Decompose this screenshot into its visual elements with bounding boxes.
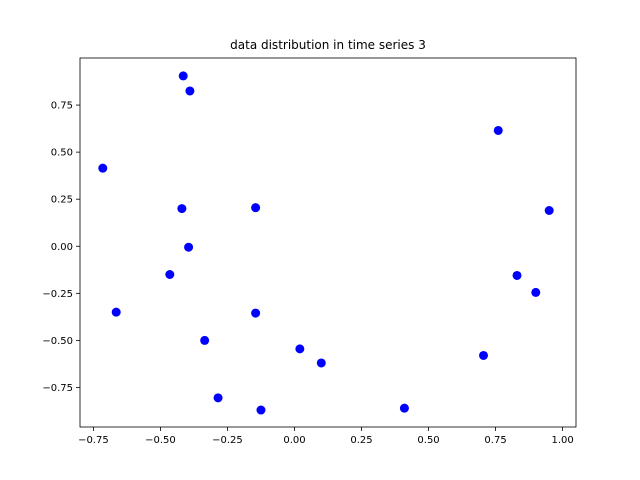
- x-axis: −0.75 −0.50 −0.25 0.00 0.25 0.50 0.75 1.00: [78, 427, 574, 446]
- data-point-5: [184, 242, 194, 252]
- chart-title: data distribution in time series 3: [230, 38, 426, 52]
- data-point-13: [316, 358, 326, 368]
- data-point-15: [479, 350, 489, 360]
- data-point-12: [295, 344, 305, 354]
- x-tick-label: −0.75: [78, 435, 109, 446]
- x-tick-label: 0.25: [350, 435, 372, 446]
- data-point-8: [200, 335, 210, 345]
- points-layer: [98, 71, 554, 415]
- plot-frame: [79, 57, 577, 428]
- data-point-19: [544, 205, 554, 215]
- data-point-11: [256, 405, 266, 415]
- y-tick-label: 0.50: [51, 148, 73, 159]
- data-point-10: [213, 393, 223, 403]
- data-point-4: [251, 203, 261, 213]
- y-tick-label: −0.50: [42, 336, 73, 347]
- x-tick-label: 0.00: [283, 435, 305, 446]
- data-point-0: [178, 71, 188, 81]
- data-point-14: [399, 403, 409, 413]
- x-tick-label: 0.50: [417, 435, 439, 446]
- y-tick-label: 0.00: [51, 242, 73, 253]
- y-tick-label: −0.75: [42, 383, 73, 394]
- data-point-1: [185, 86, 195, 96]
- data-point-3: [177, 204, 187, 214]
- x-tick-label: −0.50: [145, 435, 176, 446]
- x-tick-label: −0.25: [212, 435, 243, 446]
- y-tick-label: −0.25: [42, 289, 73, 300]
- data-point-17: [512, 270, 522, 280]
- data-point-6: [165, 270, 175, 280]
- data-point-16: [493, 125, 503, 135]
- y-tick-label: 0.25: [51, 195, 73, 206]
- x-tick-label: 1.00: [551, 435, 573, 446]
- x-tick-label: 0.75: [484, 435, 506, 446]
- data-point-18: [531, 287, 541, 297]
- y-tick-label: 0.75: [51, 101, 73, 112]
- data-point-2: [98, 163, 108, 173]
- data-point-7: [111, 307, 121, 317]
- data-point-9: [251, 308, 261, 318]
- y-axis: −0.75 −0.50 −0.25 0.00 0.25 0.50 0.75: [42, 101, 80, 394]
